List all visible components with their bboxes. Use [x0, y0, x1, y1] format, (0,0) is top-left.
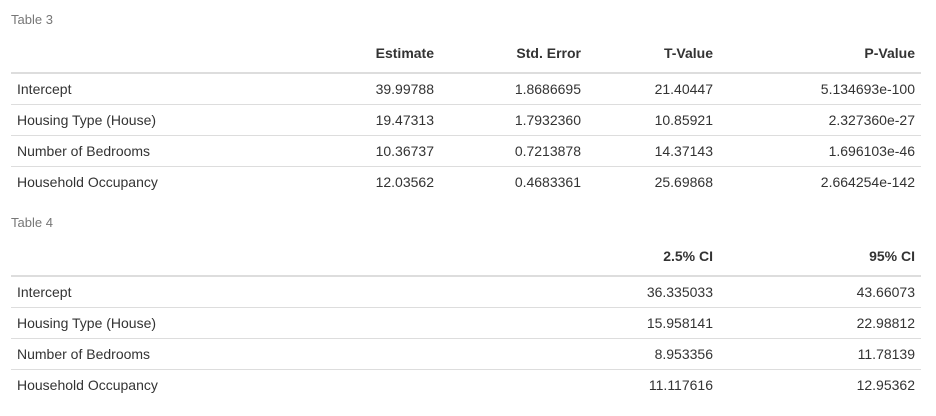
table-row: Number of Bedrooms 8.953356 11.78139 [11, 338, 921, 370]
column-header-term [11, 30, 251, 74]
column-header-std-error: Std. Error [440, 30, 587, 74]
coefficients-table: Estimate Std. Error T-Value P-Value Inte… [11, 30, 921, 197]
p-value-cell: 5.134693e-100 [719, 73, 921, 105]
term-cell: Number of Bedrooms [11, 338, 251, 370]
table-header-row: Estimate Std. Error T-Value P-Value [11, 30, 921, 74]
lower-ci-cell: 8.953356 [251, 338, 719, 370]
column-header-upper-ci: 95% CI [719, 233, 921, 277]
term-cell: Housing Type (House) [11, 307, 251, 339]
t-value-cell: 25.69868 [654, 174, 713, 190]
table-header-row: 2.5% CI 95% CI [11, 233, 921, 277]
term-cell: Number of Bedrooms [11, 135, 251, 167]
table-row: Number of Bedrooms 10.36737 0.7213878 14… [11, 135, 921, 167]
std-error-cell: 0.4683361 [514, 174, 581, 190]
term-cell: Household Occupancy [17, 174, 158, 190]
term-cell: Intercept [11, 73, 251, 105]
lower-ci-cell: 15.958141 [251, 307, 719, 339]
column-header-term [11, 233, 251, 277]
page-content: Table 3 Estimate Std. Error T-Value P-Va… [11, 0, 921, 400]
table-row: Intercept 39.99788 1.8686695 21.40447 5.… [11, 73, 921, 105]
upper-ci-cell: 43.66073 [719, 276, 921, 308]
std-error-cell: 1.8686695 [440, 73, 587, 105]
estimate-cell: 12.03562 [375, 174, 434, 190]
p-value-cell: 1.696103e-46 [719, 135, 921, 167]
t-value-cell: 10.85921 [587, 104, 719, 136]
column-header-estimate: Estimate [251, 30, 440, 74]
column-header-p-value: P-Value [719, 30, 921, 74]
column-header-t-value: T-Value [587, 30, 719, 74]
confidence-interval-table: 2.5% CI 95% CI Intercept 36.335033 43.66… [11, 233, 921, 400]
column-header-lower-ci: 2.5% CI [251, 233, 719, 277]
lower-ci-cell: 11.117616 [648, 377, 713, 393]
std-error-cell: 0.7213878 [440, 135, 587, 167]
table-4-caption: Table 4 [11, 215, 53, 230]
lower-ci-cell: 36.335033 [251, 276, 719, 308]
std-error-cell: 1.7932360 [440, 104, 587, 136]
term-cell: Intercept [11, 276, 251, 308]
p-value-cell: 2.327360e-27 [719, 104, 921, 136]
table-row: Intercept 36.335033 43.66073 [11, 276, 921, 308]
estimate-cell: 39.99788 [251, 73, 440, 105]
term-cell: Housing Type (House) [11, 104, 251, 136]
table-row: Housing Type (House) 15.958141 22.98812 [11, 307, 921, 339]
estimate-cell: 19.47313 [251, 104, 440, 136]
table-row: Housing Type (House) 19.47313 1.7932360 … [11, 104, 921, 136]
term-cell: Household Occupancy [17, 377, 158, 393]
t-value-cell: 21.40447 [587, 73, 719, 105]
upper-ci-cell: 22.98812 [719, 307, 921, 339]
p-value-cell: 2.664254e-142 [820, 174, 915, 190]
estimate-cell: 10.36737 [251, 135, 440, 167]
table-row: Household Occupancy 11.117616 12.95362 [11, 370, 921, 401]
t-value-cell: 14.37143 [587, 135, 719, 167]
table-3-caption: Table 3 [11, 12, 53, 27]
upper-ci-cell: 11.78139 [719, 338, 921, 370]
table-row: Household Occupancy 12.03562 0.4683361 2… [11, 167, 921, 198]
upper-ci-cell: 12.95362 [856, 377, 915, 393]
